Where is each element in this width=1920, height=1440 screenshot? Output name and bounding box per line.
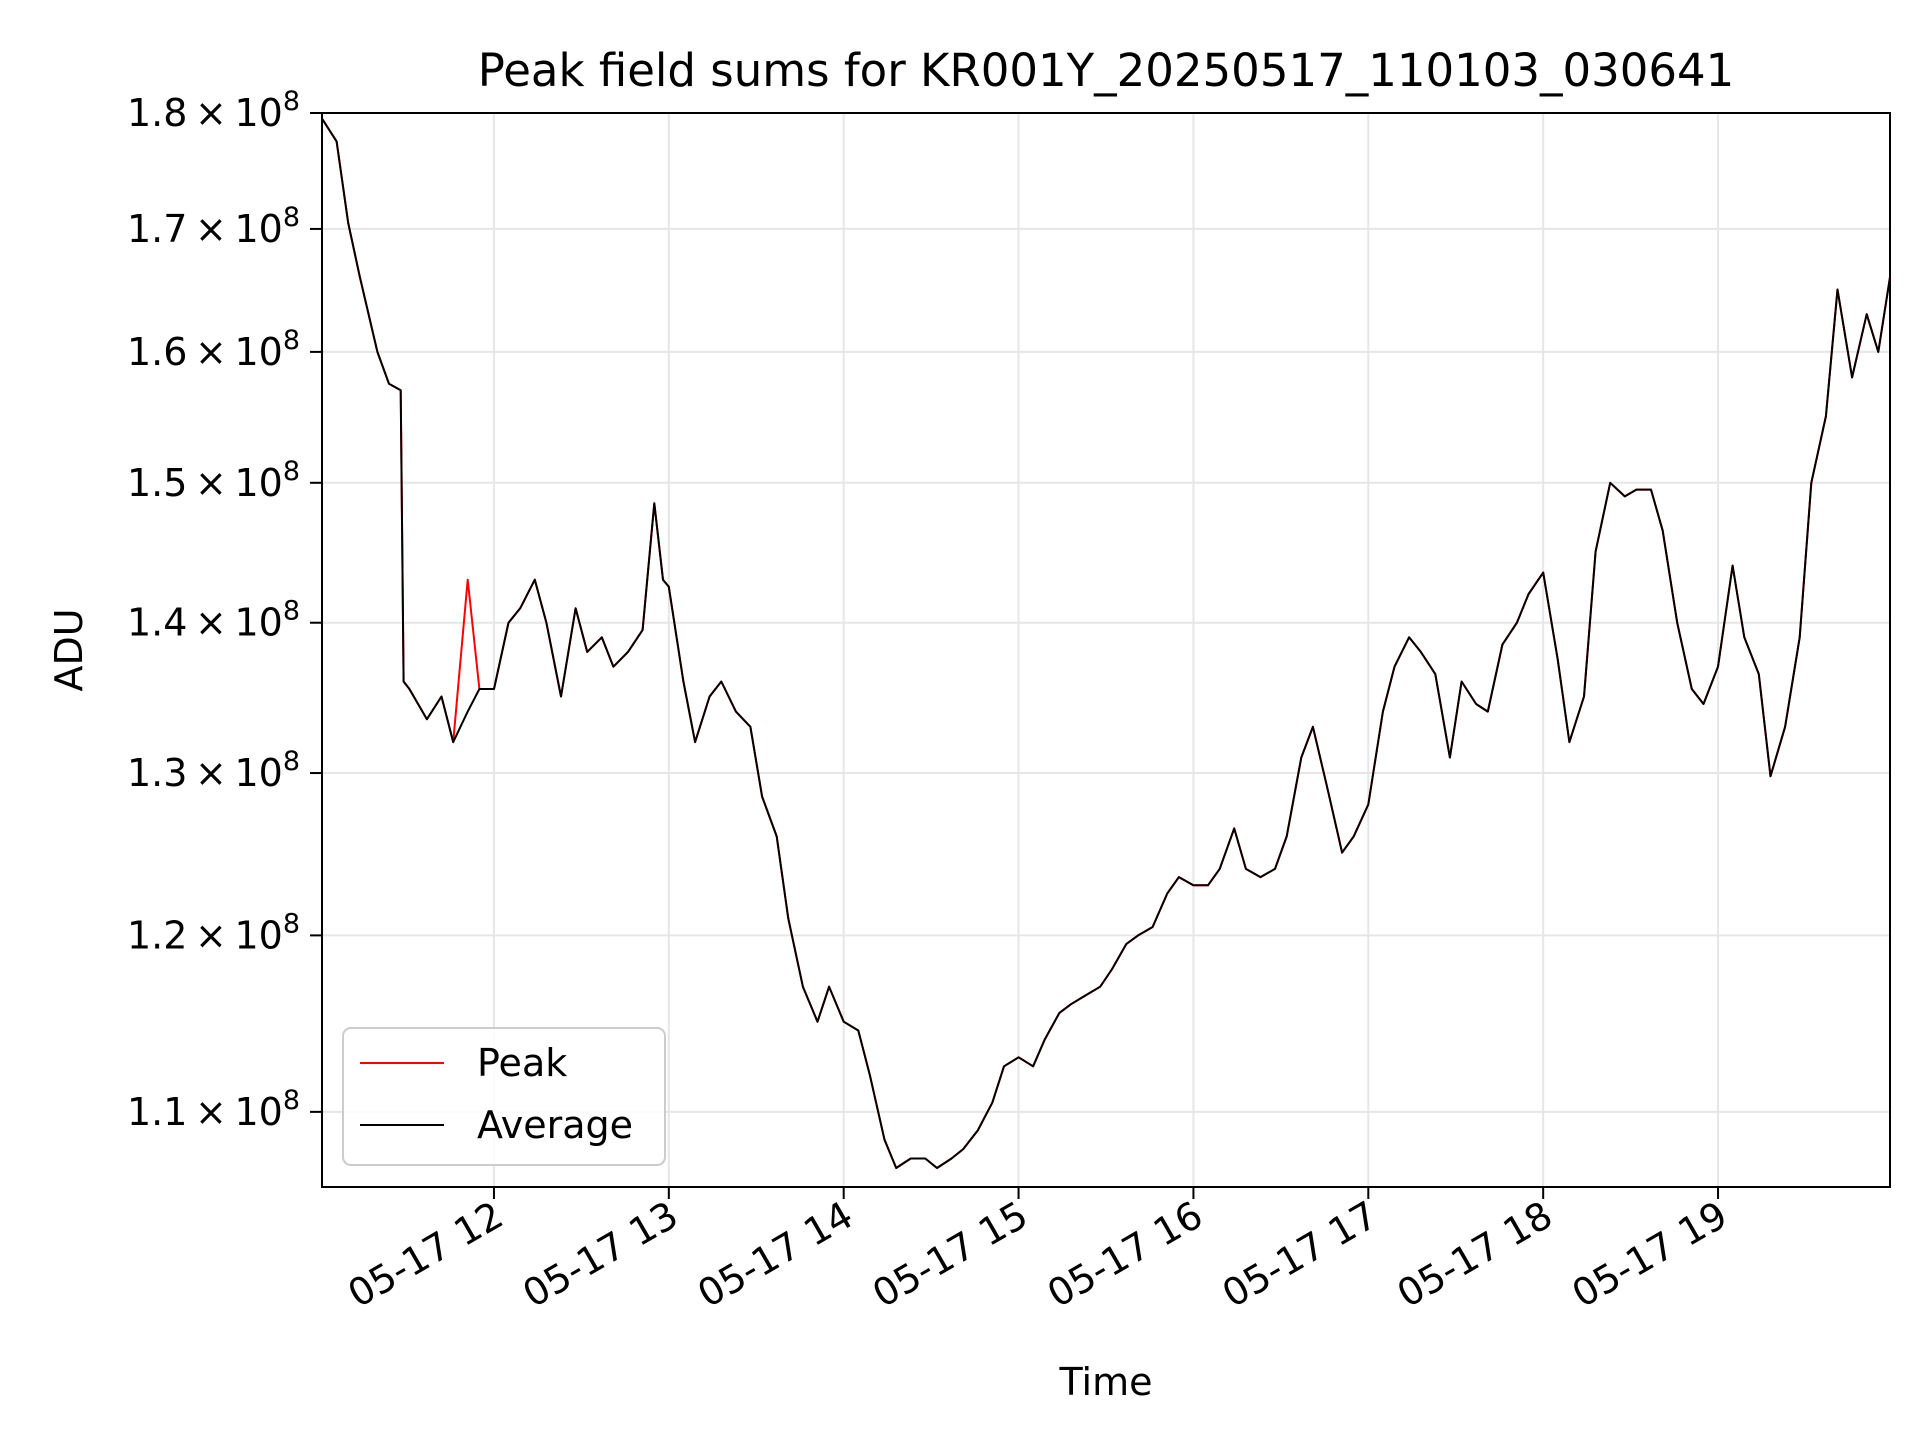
y-tick-label: 1.1 × 108 <box>127 1085 300 1134</box>
plot-area <box>322 118 1890 1169</box>
y-axis: 1.1 × 108 1.2 × 108 1.3 × 108 1.4 × 108 1.5 … <box>127 86 322 1134</box>
y-tick-label: 1.7 × 108 <box>127 202 300 251</box>
y-tick-label: 1.5 × 108 <box>127 456 300 505</box>
y-tick-label: 1.2 × 108 <box>127 908 300 957</box>
y-tick-label: 1.3 × 108 <box>127 746 300 795</box>
x-axis-label: Time <box>1059 1360 1153 1404</box>
axes-frame <box>321 112 1891 1188</box>
y-axis-label: ADU <box>47 608 91 691</box>
y-tick-label: 1.8 × 108 <box>127 86 300 135</box>
legend-peak-label: Peak <box>477 1041 567 1085</box>
legend-average-label: Average <box>477 1103 633 1147</box>
chart-title: Peak field sums for KR001Y_20250517_1101… <box>478 44 1735 97</box>
y-tick-label: 1.4 × 108 <box>127 596 300 645</box>
series-layer <box>322 118 1890 1169</box>
series-line-average <box>322 118 1890 1169</box>
y-tick-label: 1.6 × 108 <box>127 325 300 374</box>
legend: Peak Average <box>342 1027 666 1166</box>
